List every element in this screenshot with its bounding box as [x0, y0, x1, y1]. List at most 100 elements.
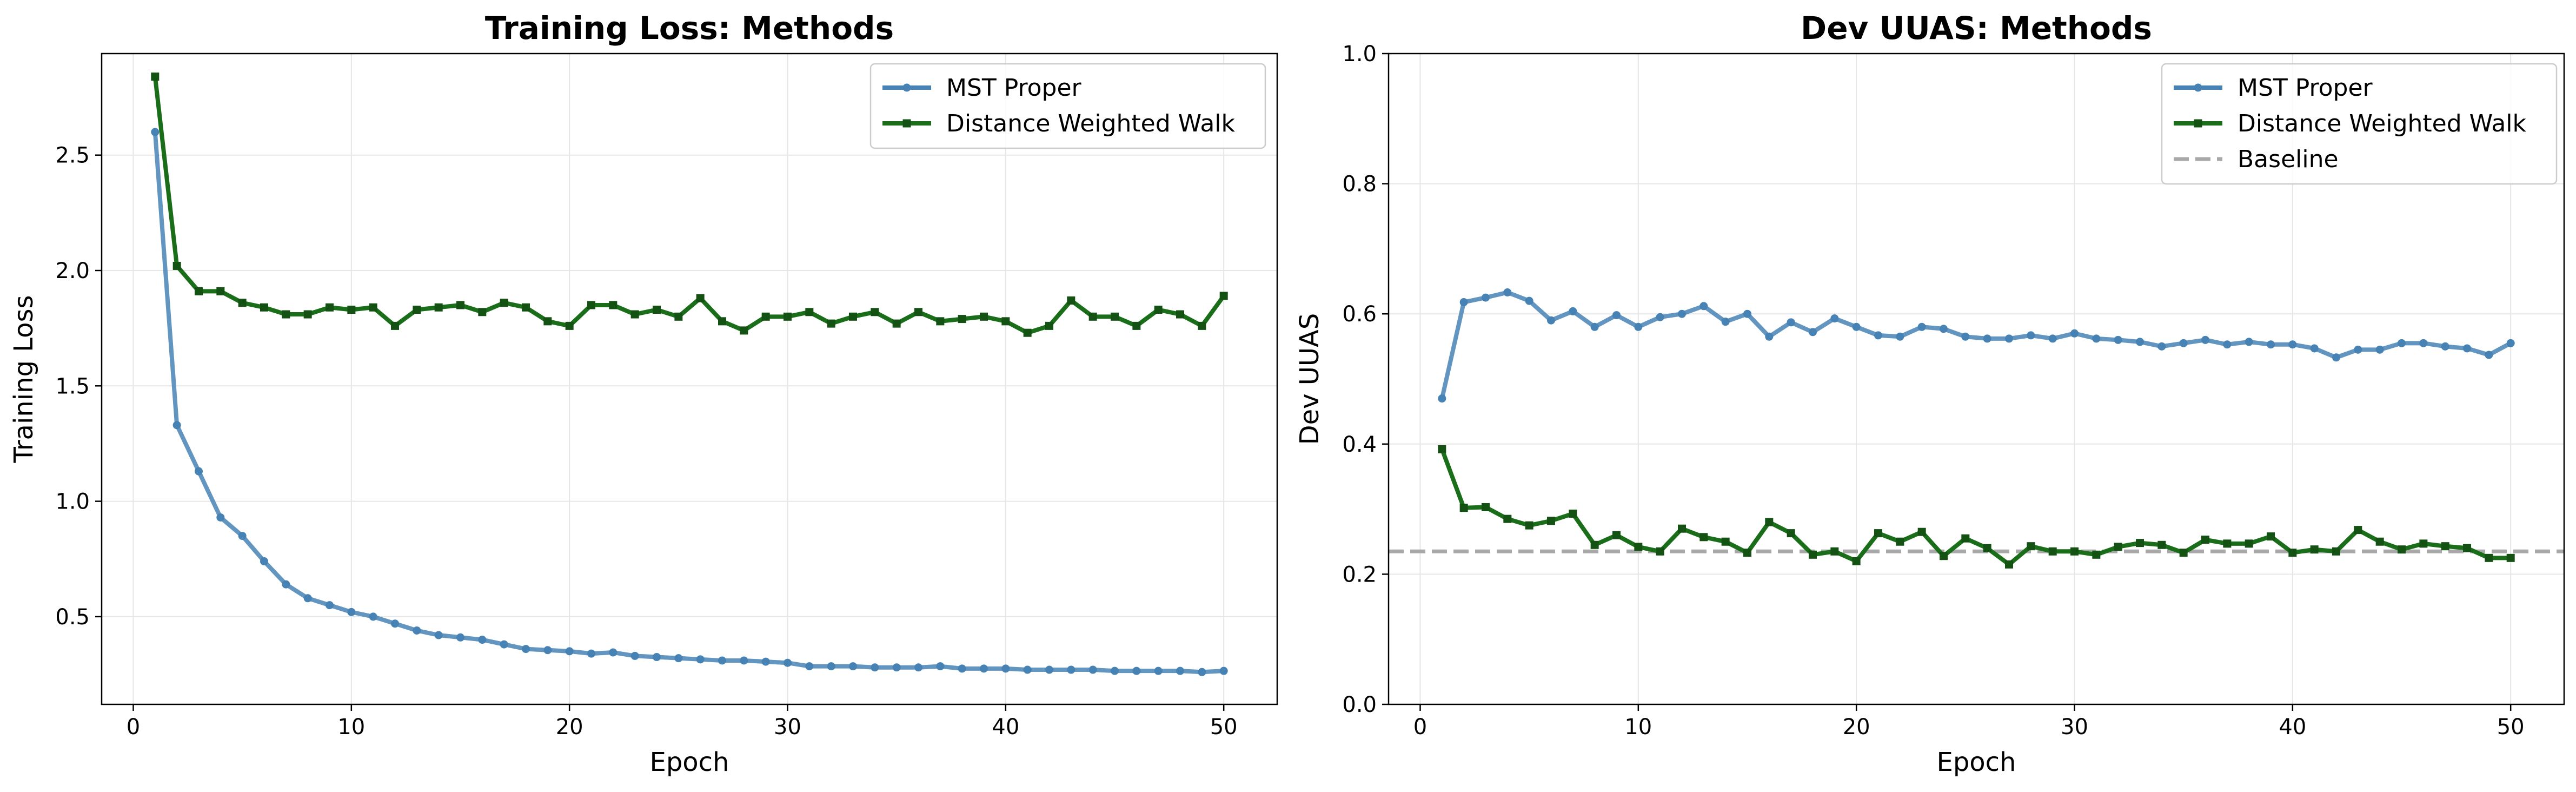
data-point: [2267, 532, 2275, 541]
data-point: [2375, 345, 2384, 354]
data-point: [609, 648, 618, 657]
data-point: [871, 308, 879, 316]
data-point: [282, 310, 290, 319]
legend-box: [2161, 63, 2558, 185]
data-point: [2048, 547, 2057, 556]
data-point: [892, 663, 901, 672]
data-point: [2179, 549, 2188, 557]
data-point: [1939, 325, 1948, 333]
data-point: [1896, 332, 1904, 341]
legend-label: MST Proper: [946, 74, 1082, 102]
data-point: [1001, 664, 1010, 673]
data-point: [325, 303, 334, 312]
data-point: [2485, 553, 2493, 562]
data-point: [1503, 288, 1512, 297]
x-axis-label: Epoch: [1937, 747, 2016, 777]
data-point: [390, 619, 399, 628]
data-point: [390, 321, 399, 330]
data-point: [1481, 503, 1490, 511]
data-point: [2463, 344, 2472, 353]
data-point: [674, 654, 683, 663]
legend-swatch-marker: [2194, 119, 2202, 128]
data-point: [2070, 329, 2079, 338]
data-point: [1111, 666, 1119, 675]
legend-label: Distance Weighted Walk: [2238, 110, 2527, 137]
data-point: [718, 656, 727, 665]
data-point: [1198, 668, 1206, 676]
data-point: [2506, 339, 2515, 347]
x-tick-label: 40: [992, 715, 1019, 740]
data-point: [1917, 527, 1926, 536]
data-point: [1154, 306, 1163, 314]
y-tick-label: 1.0: [1342, 42, 1377, 67]
data-point: [696, 655, 705, 664]
data-point: [1852, 557, 1861, 565]
series-distance-weighted-walk: [151, 72, 1228, 337]
data-point: [1917, 322, 1926, 331]
legend-swatch-marker: [902, 119, 911, 128]
data-point: [172, 421, 181, 430]
data-point: [1219, 292, 1228, 300]
data-point: [2048, 334, 2057, 343]
data-point: [2223, 539, 2232, 548]
data-point: [2267, 340, 2275, 349]
series-distance-weighted-walk: [1438, 445, 2515, 569]
data-point: [1612, 531, 1621, 539]
data-point: [2485, 351, 2493, 359]
data-point: [2332, 353, 2341, 362]
y-tick-label: 0.6: [1342, 302, 1377, 327]
series-mst-proper: [151, 128, 1228, 676]
y-tick-label: 0.8: [1342, 172, 1377, 197]
data-point: [1546, 517, 1555, 525]
y-axis-label: Training Loss: [9, 295, 39, 464]
series-mst-proper: [1438, 288, 2515, 403]
y-tick-label: 2.0: [55, 259, 90, 283]
data-point: [805, 662, 814, 671]
data-point: [827, 662, 835, 671]
data-point: [2441, 342, 2449, 351]
data-point: [1699, 533, 1708, 542]
data-point: [784, 312, 792, 321]
data-point: [434, 303, 443, 312]
y-axis-label: Dev UUAS: [1294, 313, 1325, 445]
data-point: [172, 261, 181, 270]
data-point: [1590, 540, 1599, 549]
data-point: [696, 294, 705, 302]
data-point: [2136, 539, 2145, 547]
x-tick-label: 20: [1843, 715, 1870, 740]
legend-label: MST Proper: [2238, 74, 2373, 102]
data-point: [2419, 339, 2428, 347]
x-tick-label: 10: [1624, 715, 1652, 740]
data-point: [1765, 518, 1774, 526]
data-point: [827, 319, 835, 328]
data-point: [2201, 536, 2210, 544]
data-point: [347, 608, 356, 616]
data-point: [1154, 666, 1163, 675]
data-point: [1525, 296, 1533, 305]
data-point: [1896, 537, 1904, 546]
data-point: [1743, 549, 1751, 557]
data-point: [2375, 537, 2384, 546]
data-point: [1656, 547, 1664, 556]
y-tick-label: 0.2: [1342, 562, 1377, 587]
data-point: [369, 612, 377, 621]
data-point: [2463, 544, 2472, 552]
data-point: [1743, 309, 1751, 318]
y-tick-label: 1.5: [55, 374, 90, 399]
data-point: [1525, 521, 1533, 530]
data-point: [478, 308, 487, 316]
legend-box: [869, 63, 1266, 149]
data-point: [871, 663, 879, 672]
data-point: [1656, 313, 1664, 321]
data-point: [1111, 312, 1119, 321]
data-point: [151, 128, 160, 136]
data-point: [2179, 339, 2188, 347]
data-point: [2223, 340, 2232, 349]
data-point: [2070, 547, 2079, 556]
data-point: [761, 657, 770, 666]
data-point: [2506, 553, 2515, 562]
data-point: [2441, 542, 2449, 551]
data-point: [500, 640, 508, 649]
